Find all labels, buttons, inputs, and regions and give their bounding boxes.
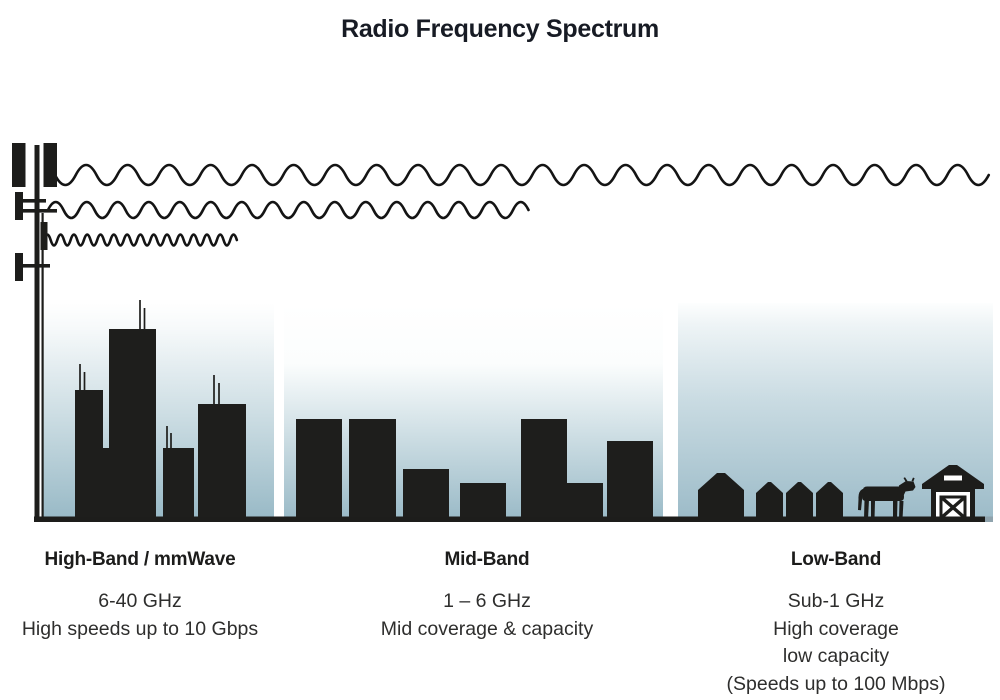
mid-band-frequency: 1 – 6 GHz bbox=[443, 590, 531, 612]
house-icon bbox=[698, 473, 744, 520]
long-wavelength-wave-icon bbox=[53, 163, 991, 187]
low-band-label: Low-Band Sub-1 GHz High coverage low cap… bbox=[686, 549, 986, 698]
barn-icon bbox=[922, 465, 984, 520]
high-band-label: High-Band / mmWave 6-40 GHz High speeds … bbox=[0, 549, 290, 643]
low-band-coverage: High coverage bbox=[773, 617, 899, 640]
cow-icon bbox=[858, 477, 916, 519]
cell-tower-icon bbox=[12, 143, 57, 520]
high-band-frequency: 6-40 GHz bbox=[98, 590, 182, 612]
house-icon bbox=[756, 482, 783, 520]
mid-band-heading: Mid-Band bbox=[444, 549, 530, 570]
low-band-description: Sub-1 GHz High coverage low capacity (Sp… bbox=[686, 588, 986, 698]
spectrum-illustration bbox=[12, 143, 993, 522]
radio-waves bbox=[42, 163, 991, 247]
mid-band-description: 1 – 6 GHz Mid coverage & capacity bbox=[337, 588, 637, 643]
low-band-farm bbox=[698, 465, 984, 520]
high-band-skyline bbox=[75, 300, 246, 520]
mid-band-coverage: Mid coverage & capacity bbox=[380, 617, 594, 640]
house-icon bbox=[816, 482, 843, 520]
low-band-heading: Low-Band bbox=[790, 549, 882, 570]
short-wavelength-wave-icon bbox=[42, 233, 239, 247]
ground-line bbox=[34, 516, 993, 522]
house-icon bbox=[786, 482, 813, 520]
high-band-speed: High speeds up to 10 Gbps bbox=[21, 617, 259, 640]
low-band-frequency: Sub-1 GHz bbox=[787, 590, 885, 612]
low-band-speed: (Speeds up to 100 Mbps) bbox=[726, 672, 946, 695]
mid-band-label: Mid-Band 1 – 6 GHz Mid coverage & capaci… bbox=[337, 549, 637, 643]
mid-band-skyline bbox=[296, 419, 653, 520]
low-band-capacity: low capacity bbox=[782, 645, 890, 667]
medium-wavelength-wave-icon bbox=[46, 200, 530, 220]
page-title: Radio Frequency Spectrum bbox=[341, 14, 659, 43]
high-band-description: 6-40 GHz High speeds up to 10 Gbps bbox=[0, 588, 290, 643]
high-band-heading: High-Band / mmWave bbox=[44, 549, 236, 570]
